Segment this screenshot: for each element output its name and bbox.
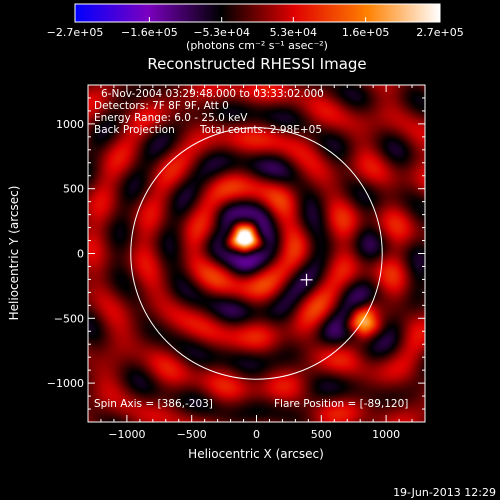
detectors-label: Detectors: 7F 8F 9F, Att 0 — [94, 100, 229, 112]
y-tick-label: 0 — [77, 248, 84, 261]
colorbar-ticks: −2.7e+05 −1.6e+05 −5.3e+04 5.3e+04 1.6e+05 2.… — [47, 17, 464, 39]
colorbar-tick-label: −1.6e+05 — [121, 26, 178, 39]
x-tick-label: 500 — [311, 428, 332, 441]
energy-range-label: Energy Range: 6.0 - 25.0 keV — [94, 112, 248, 124]
x-axis-label: Heliocentric X (arcsec) — [188, 447, 324, 461]
x-tick-label: −500 — [177, 428, 207, 441]
chart-title: Reconstructed RHESSI Image — [147, 55, 366, 73]
heatmap-image — [88, 85, 425, 422]
y-tick-label: −1000 — [47, 377, 84, 390]
x-tick-label: 0 — [253, 428, 260, 441]
solar-limb-circle — [130, 127, 383, 380]
algorithm-label: Back Projection — [94, 124, 175, 136]
render-timestamp: 19-Jun-2013 12:29 — [393, 486, 496, 499]
total-counts-label: Total counts: 2.98E+05 — [199, 124, 322, 136]
y-tick-label: 1000 — [56, 118, 84, 131]
y-tick-label: 500 — [63, 183, 84, 196]
colorbar-unit-label: (photons cm⁻² s⁻¹ asec⁻²) — [186, 39, 328, 52]
y-tick-label: −500 — [54, 312, 84, 325]
colorbar — [74, 3, 441, 23]
y-axis-label: Heliocentric Y (arcsec) — [7, 186, 21, 321]
spin-axis-marker — [300, 273, 313, 286]
x-tick-label: −1000 — [108, 428, 145, 441]
axis-ticks: −1000 −500 0 500 1000 −1000 −500 0 500 1000 — [47, 85, 425, 441]
colorbar-tick-label: −2.7e+05 — [47, 26, 104, 39]
spin-axis-label: Spin Axis = [386,-203] — [94, 398, 213, 410]
colorbar-tick-label: 1.6e+05 — [342, 26, 389, 39]
flare-position-label: Flare Position = [-89,120] — [274, 398, 408, 410]
colorbar-tick-label: −5.3e+04 — [193, 26, 250, 39]
x-tick-label: 1000 — [372, 428, 400, 441]
colorbar-tick-label: 5.3e+04 — [270, 26, 317, 39]
colorbar-tick-label: 2.7e+05 — [416, 26, 463, 39]
time-range-label: 6-Nov-2004 03:29:48.000 to 03:33:02.000 — [101, 88, 324, 100]
